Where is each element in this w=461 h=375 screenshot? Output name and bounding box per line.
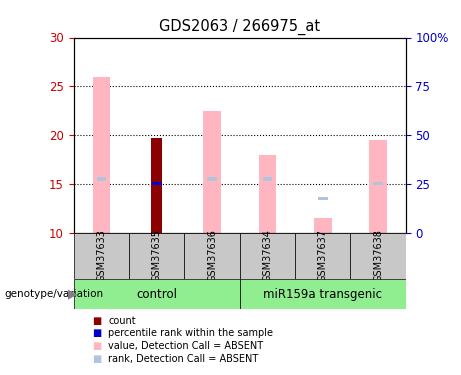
- Bar: [240, 232, 295, 279]
- Bar: [314, 218, 331, 232]
- Text: rank, Detection Call = ABSENT: rank, Detection Call = ABSENT: [108, 354, 259, 364]
- Bar: [318, 196, 328, 200]
- Bar: [295, 232, 350, 279]
- Bar: [369, 140, 387, 232]
- Bar: [96, 177, 106, 181]
- Text: GSM37634: GSM37634: [262, 230, 272, 282]
- Text: miR159a transgenic: miR159a transgenic: [263, 288, 382, 301]
- Text: ■: ■: [92, 354, 101, 364]
- Text: control: control: [136, 288, 177, 301]
- Text: value, Detection Call = ABSENT: value, Detection Call = ABSENT: [108, 341, 263, 351]
- Bar: [262, 177, 272, 181]
- Text: GSM37633: GSM37633: [96, 230, 106, 282]
- Title: GDS2063 / 266975_at: GDS2063 / 266975_at: [159, 18, 320, 35]
- Text: GSM37636: GSM37636: [207, 230, 217, 282]
- Bar: [203, 111, 221, 232]
- Bar: [184, 232, 240, 279]
- Bar: [240, 279, 406, 309]
- Bar: [74, 279, 240, 309]
- Text: ■: ■: [92, 341, 101, 351]
- Text: count: count: [108, 316, 136, 326]
- Text: genotype/variation: genotype/variation: [5, 290, 104, 299]
- Text: ■: ■: [92, 316, 101, 326]
- Bar: [74, 232, 129, 279]
- Bar: [93, 76, 110, 232]
- Bar: [129, 232, 184, 279]
- Bar: [373, 182, 383, 186]
- Bar: [151, 138, 162, 232]
- Bar: [207, 177, 217, 181]
- Text: ■: ■: [92, 328, 101, 338]
- Bar: [259, 154, 276, 232]
- Text: GSM37638: GSM37638: [373, 230, 383, 282]
- Text: ▶: ▶: [68, 288, 78, 301]
- Text: percentile rank within the sample: percentile rank within the sample: [108, 328, 273, 338]
- Text: GSM37637: GSM37637: [318, 230, 328, 282]
- Bar: [350, 232, 406, 279]
- Text: GSM37635: GSM37635: [152, 230, 162, 282]
- Bar: [152, 182, 162, 186]
